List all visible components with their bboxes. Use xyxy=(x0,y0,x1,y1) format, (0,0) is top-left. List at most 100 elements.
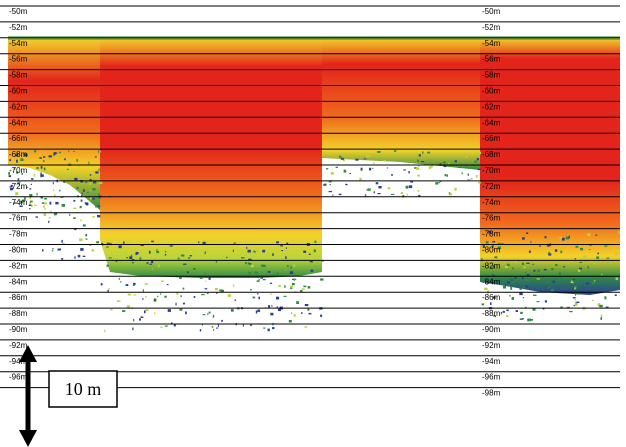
echo-speckle xyxy=(106,264,109,267)
echo-speckle xyxy=(86,191,89,193)
echo-speckle xyxy=(307,286,311,289)
echo-speckle xyxy=(481,303,485,306)
echo-speckle xyxy=(482,245,485,248)
echo-speckle xyxy=(261,277,263,279)
echo-speckle xyxy=(335,166,338,168)
echo-speckle xyxy=(614,294,617,296)
echo-speckle xyxy=(427,151,431,154)
echo-speckle xyxy=(606,257,610,259)
echo-speckle xyxy=(66,168,69,170)
depth-label-left: -86m xyxy=(9,293,28,302)
echo-speckle xyxy=(26,186,29,188)
echo-speckle xyxy=(80,248,84,251)
echo-speckle xyxy=(205,280,207,282)
echo-speckle xyxy=(565,276,569,279)
echo-speckle xyxy=(98,193,100,196)
echo-speckle xyxy=(343,169,347,173)
echo-speckle xyxy=(173,323,176,327)
echo-speckle xyxy=(126,305,131,309)
echo-speckle xyxy=(615,277,618,281)
echo-speckle xyxy=(280,245,283,247)
echo-speckle xyxy=(387,187,391,190)
echo-speckle xyxy=(320,314,323,317)
echo-speckle xyxy=(276,306,278,309)
echo-speckle xyxy=(92,188,96,191)
echo-speckle xyxy=(270,305,273,307)
echo-speckle xyxy=(39,157,42,159)
echo-speckle xyxy=(559,236,563,239)
depth-label-right: -50m xyxy=(482,7,501,16)
depth-label-left: -64m xyxy=(9,118,28,127)
echo-speckle xyxy=(278,308,281,312)
echo-speckle xyxy=(84,202,88,205)
depth-label-right: -90m xyxy=(482,325,501,334)
echo-speckle xyxy=(494,315,496,318)
echo-speckle xyxy=(566,306,570,309)
echo-speckle xyxy=(230,309,234,312)
echo-speckle xyxy=(509,295,511,297)
echo-speckle xyxy=(595,234,598,236)
echo-speckle xyxy=(78,164,80,167)
depth-label-right: -96m xyxy=(482,373,501,382)
echo-speckle xyxy=(575,303,578,306)
echo-speckle xyxy=(605,306,609,308)
echo-speckle xyxy=(572,297,576,299)
echo-speckle xyxy=(80,219,82,222)
echo-speckle xyxy=(132,284,135,286)
depth-label-right: -84m xyxy=(482,277,501,286)
echo-speckle xyxy=(416,167,420,170)
echo-speckle xyxy=(179,276,182,279)
echo-speckle xyxy=(31,204,33,207)
echo-speckle xyxy=(130,254,133,257)
echo-speckle xyxy=(182,287,185,290)
echo-speckle xyxy=(22,156,26,159)
echo-speckle xyxy=(254,271,258,274)
echo-speckle xyxy=(221,319,223,322)
echo-speckle xyxy=(378,186,382,189)
depth-label-right: -66m xyxy=(482,134,501,143)
echo-speckle xyxy=(476,158,479,161)
echo-speckle xyxy=(242,324,244,327)
echo-speckle xyxy=(101,242,103,245)
echo-speckle xyxy=(179,308,183,311)
echo-speckle xyxy=(154,312,156,315)
echo-speckle xyxy=(522,237,525,240)
echo-speckle xyxy=(122,310,126,312)
echo-speckle xyxy=(592,299,594,302)
echo-speckle xyxy=(148,250,151,254)
echo-speckle xyxy=(10,184,13,187)
echo-speckle xyxy=(497,246,501,250)
echo-speckle xyxy=(106,246,109,248)
echo-speckle xyxy=(193,250,196,253)
echo-speckle xyxy=(183,263,187,265)
echo-speckle xyxy=(255,310,258,314)
echo-speckle xyxy=(167,309,171,312)
echo-speckle xyxy=(164,254,167,256)
echo-speckle xyxy=(29,208,31,210)
echo-speckle xyxy=(104,329,106,333)
echo-speckle xyxy=(484,287,488,290)
echo-speckle xyxy=(62,174,65,176)
echo-speckle xyxy=(487,275,489,277)
echo-speckle xyxy=(448,193,452,196)
echo-speckle xyxy=(79,205,82,209)
depth-label-left: -70m xyxy=(9,166,28,175)
echo-speckle xyxy=(220,289,224,293)
echo-speckle xyxy=(505,246,509,248)
echo-speckle xyxy=(530,241,532,243)
echo-speckle xyxy=(135,252,139,255)
echo-speckle xyxy=(339,155,342,158)
echo-speckle xyxy=(536,247,538,248)
depth-label-right: -54m xyxy=(482,39,501,48)
echo-speckle xyxy=(51,250,54,252)
echo-speckle xyxy=(324,183,327,185)
depth-label-left: -62m xyxy=(9,102,28,111)
echo-speckle xyxy=(494,256,498,259)
echo-speckle xyxy=(585,282,590,285)
echo-speckle xyxy=(270,293,272,295)
echo-speckle xyxy=(139,257,142,261)
echo-speckle xyxy=(304,326,308,328)
echo-speckle xyxy=(160,326,163,328)
echo-speckle xyxy=(176,292,179,295)
echo-speckle xyxy=(208,276,211,280)
